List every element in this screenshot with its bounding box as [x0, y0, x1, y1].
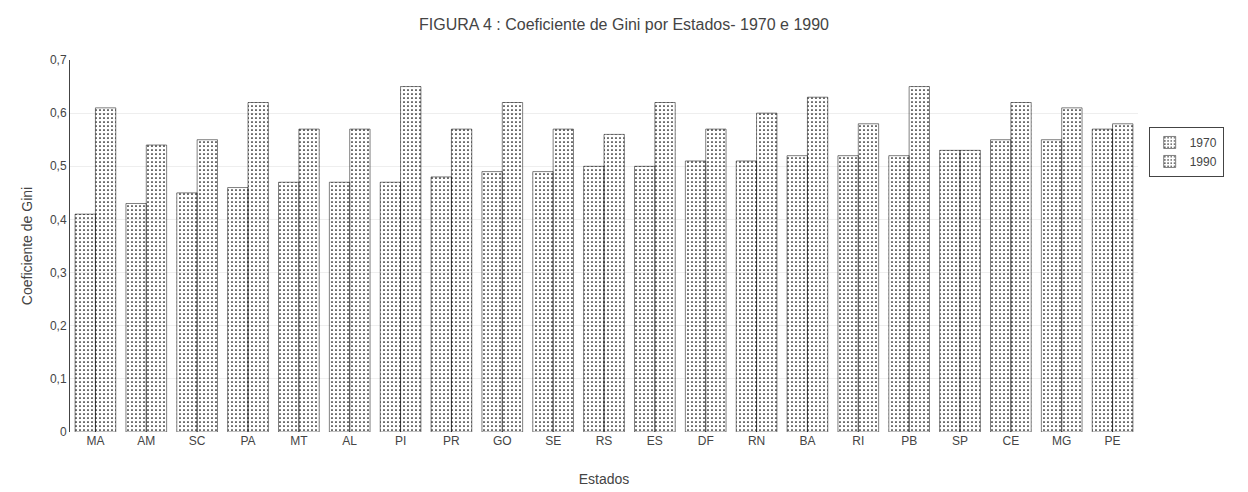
svg-text:CE: CE — [1003, 434, 1020, 448]
svg-text:0,1: 0,1 — [50, 372, 67, 386]
svg-text:AM: AM — [137, 434, 155, 448]
svg-text:PE: PE — [1105, 434, 1121, 448]
svg-text:DF: DF — [698, 434, 714, 448]
svg-text:PB: PB — [901, 434, 917, 448]
svg-text:0,4: 0,4 — [50, 213, 67, 227]
svg-text:PA: PA — [240, 434, 255, 448]
svg-text:0,3: 0,3 — [50, 266, 67, 280]
svg-text:SP: SP — [952, 434, 968, 448]
svg-text:PR: PR — [443, 434, 460, 448]
svg-text:RI: RI — [852, 434, 864, 448]
svg-text:MA: MA — [86, 434, 104, 448]
svg-text:ES: ES — [647, 434, 663, 448]
svg-text:0,2: 0,2 — [50, 319, 67, 333]
svg-text:Coeficiente de Gini: Coeficiente de Gini — [19, 187, 35, 305]
svg-text:0,5: 0,5 — [50, 159, 67, 173]
svg-text:SE: SE — [545, 434, 561, 448]
svg-text:0: 0 — [60, 425, 67, 439]
svg-text:0,7: 0,7 — [50, 53, 67, 67]
svg-text:Estados: Estados — [579, 471, 630, 487]
svg-text:1970: 1970 — [1190, 136, 1217, 150]
svg-text:AL: AL — [342, 434, 357, 448]
svg-text:RN: RN — [748, 434, 765, 448]
svg-text:RS: RS — [596, 434, 613, 448]
svg-text:FIGURA 4 : Coeficiente de Gini: FIGURA 4 : Coeficiente de Gini por Estad… — [419, 16, 829, 33]
svg-text:1990: 1990 — [1190, 155, 1217, 169]
svg-text:PI: PI — [395, 434, 406, 448]
svg-text:SC: SC — [189, 434, 206, 448]
svg-text:MT: MT — [290, 434, 308, 448]
svg-text:GO: GO — [493, 434, 512, 448]
svg-text:MG: MG — [1052, 434, 1071, 448]
svg-text:BA: BA — [799, 434, 815, 448]
svg-text:0,6: 0,6 — [50, 106, 67, 120]
